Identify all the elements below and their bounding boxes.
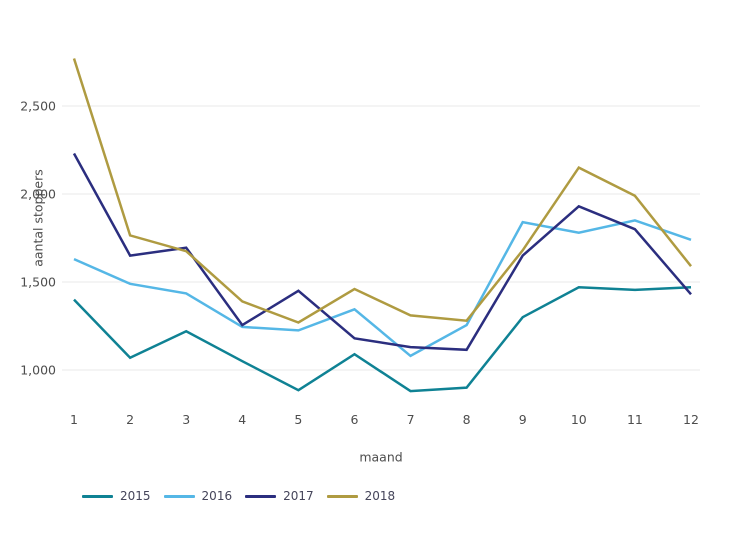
legend-line-swatch — [163, 494, 195, 498]
x-tick-label: 8 — [463, 412, 471, 427]
y-axis-title: aantal stoppers — [30, 169, 46, 267]
legend-label: 2016 — [201, 489, 233, 503]
legend-item-2016[interactable]: 2016 — [163, 489, 233, 503]
x-tick-label: 10 — [571, 412, 587, 427]
x-tick-label: 12 — [683, 412, 699, 427]
x-tick-label: 2 — [126, 412, 134, 427]
x-tick-label: 3 — [182, 412, 190, 427]
y-tick-label: 2,500 — [20, 99, 56, 114]
x-tick-label: 4 — [238, 412, 246, 427]
y-tick-label: 1,500 — [20, 275, 56, 290]
legend-item-2018[interactable]: 2018 — [326, 489, 396, 503]
x-tick-label: 7 — [407, 412, 415, 427]
x-tick-label: 5 — [294, 412, 302, 427]
legend-label: 2017 — [283, 489, 314, 503]
legend-line-swatch — [82, 494, 113, 498]
legend-item-2017[interactable]: 2017 — [245, 489, 314, 503]
series-line-2017 — [72, 152, 692, 352]
x-tick-label: 9 — [519, 412, 527, 427]
legend-label: 2015 — [120, 489, 151, 503]
x-tick-label: 1 — [70, 412, 78, 427]
series-line-2016 — [73, 219, 692, 358]
legend-label: 2018 — [364, 489, 396, 503]
x-axis-title: maand — [359, 449, 403, 465]
series-line-2015 — [73, 286, 692, 393]
x-tick-label: 6 — [350, 412, 358, 427]
x-tick-label: 11 — [627, 412, 643, 427]
legend: 2015 2016 2017 2018 — [82, 489, 395, 503]
y-tick-label: 1,000 — [20, 363, 56, 378]
legend-line-swatch — [326, 494, 358, 498]
legend-line-swatch — [245, 494, 277, 498]
series-line-2018 — [72, 58, 692, 324]
legend-item-2015[interactable]: 2015 — [82, 489, 151, 503]
y-tick-label: 2,000 — [20, 187, 56, 202]
